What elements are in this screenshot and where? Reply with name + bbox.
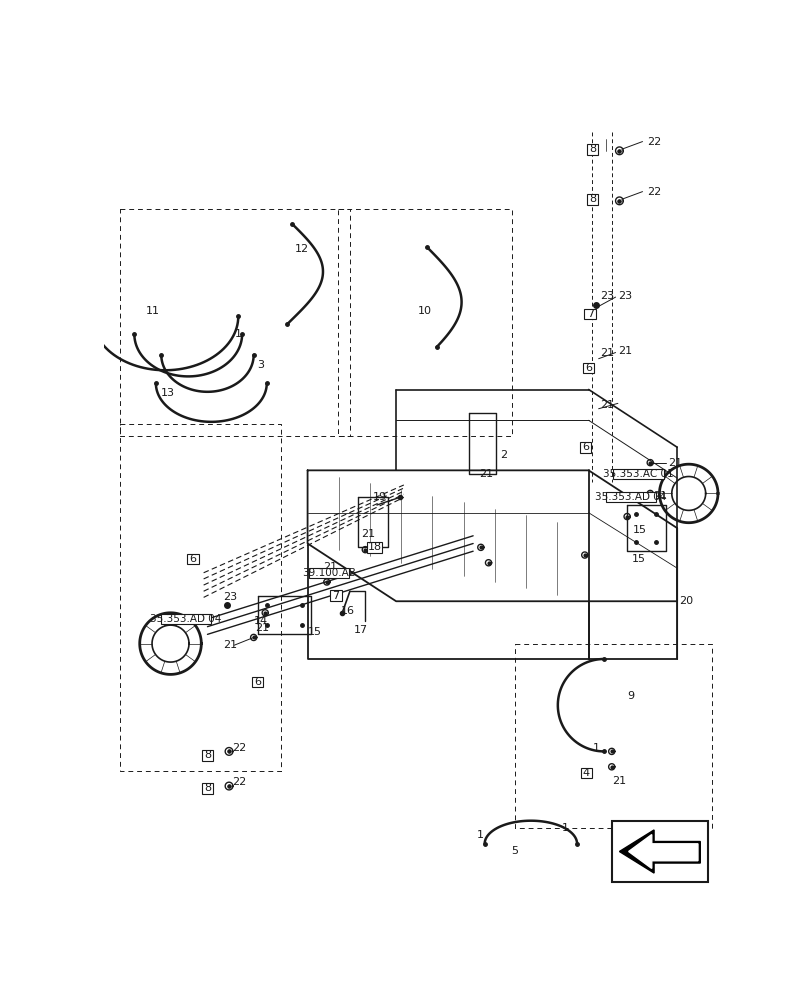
Bar — [612, 469, 663, 479]
Text: 21: 21 — [222, 640, 237, 650]
Polygon shape — [628, 835, 697, 868]
Text: 21: 21 — [617, 346, 631, 356]
Bar — [582, 363, 594, 373]
Text: 35.353.AD 04: 35.353.AD 04 — [150, 614, 221, 624]
Text: 16: 16 — [341, 606, 354, 616]
Text: 18: 18 — [367, 542, 381, 552]
Text: 19: 19 — [372, 492, 387, 502]
Bar — [330, 590, 341, 601]
Text: 12: 12 — [294, 244, 308, 254]
Bar — [611, 821, 707, 882]
Text: 7: 7 — [586, 309, 593, 319]
Text: 22: 22 — [646, 187, 661, 197]
Text: 22: 22 — [232, 777, 246, 787]
Text: 35.353.AC 01: 35.353.AC 01 — [603, 469, 673, 479]
Bar — [201, 750, 213, 761]
Bar — [605, 492, 655, 502]
Text: 6: 6 — [581, 442, 588, 452]
Bar — [584, 309, 595, 319]
Text: 35.353.AD 04: 35.353.AD 04 — [594, 492, 666, 502]
Text: 21: 21 — [323, 562, 337, 572]
Text: 11: 11 — [146, 306, 160, 316]
Text: 8: 8 — [204, 750, 211, 760]
Text: 17: 17 — [354, 625, 367, 635]
Text: 21: 21 — [611, 776, 625, 786]
Text: 8: 8 — [588, 194, 595, 204]
Text: 7: 7 — [332, 591, 339, 601]
Text: 39.100.AB: 39.100.AB — [302, 568, 356, 578]
Bar — [586, 194, 598, 205]
Text: 21: 21 — [599, 400, 614, 410]
Bar — [367, 542, 382, 553]
Polygon shape — [619, 830, 699, 873]
Bar — [251, 677, 263, 687]
Text: 1: 1 — [561, 823, 568, 833]
Text: 21: 21 — [361, 529, 375, 539]
Text: 21: 21 — [255, 623, 269, 633]
Bar — [579, 442, 590, 453]
Text: 20: 20 — [679, 596, 693, 606]
Text: 21: 21 — [599, 348, 614, 358]
Text: 15: 15 — [631, 554, 645, 564]
Text: 23: 23 — [617, 291, 631, 301]
Bar — [161, 614, 211, 624]
Text: 6: 6 — [254, 677, 260, 687]
Bar — [201, 783, 213, 794]
Text: 13: 13 — [161, 388, 175, 398]
Text: 21: 21 — [667, 458, 681, 468]
Text: 14: 14 — [253, 615, 268, 626]
Text: 23: 23 — [222, 592, 237, 602]
Text: 5: 5 — [511, 846, 518, 856]
Text: 8: 8 — [204, 783, 211, 793]
Text: 23: 23 — [599, 291, 614, 301]
Text: 9: 9 — [626, 691, 633, 701]
Text: 6: 6 — [585, 363, 591, 373]
Text: 15: 15 — [307, 627, 321, 637]
Bar — [309, 568, 349, 578]
Text: 4: 4 — [582, 768, 589, 778]
Text: 22: 22 — [232, 743, 246, 753]
Text: 21: 21 — [478, 469, 493, 479]
Text: 1: 1 — [234, 329, 241, 339]
Text: 6: 6 — [189, 554, 196, 564]
Text: 3: 3 — [257, 360, 264, 370]
Text: 8: 8 — [588, 144, 595, 154]
Text: 21: 21 — [653, 491, 667, 501]
Text: 2: 2 — [500, 450, 507, 460]
Text: 1: 1 — [476, 830, 483, 840]
Text: 22: 22 — [646, 137, 661, 147]
Bar — [586, 144, 598, 155]
Text: 10: 10 — [417, 306, 431, 316]
Text: 1: 1 — [592, 743, 599, 753]
Bar — [580, 768, 591, 778]
Text: 15: 15 — [633, 525, 646, 535]
Bar — [187, 554, 199, 564]
